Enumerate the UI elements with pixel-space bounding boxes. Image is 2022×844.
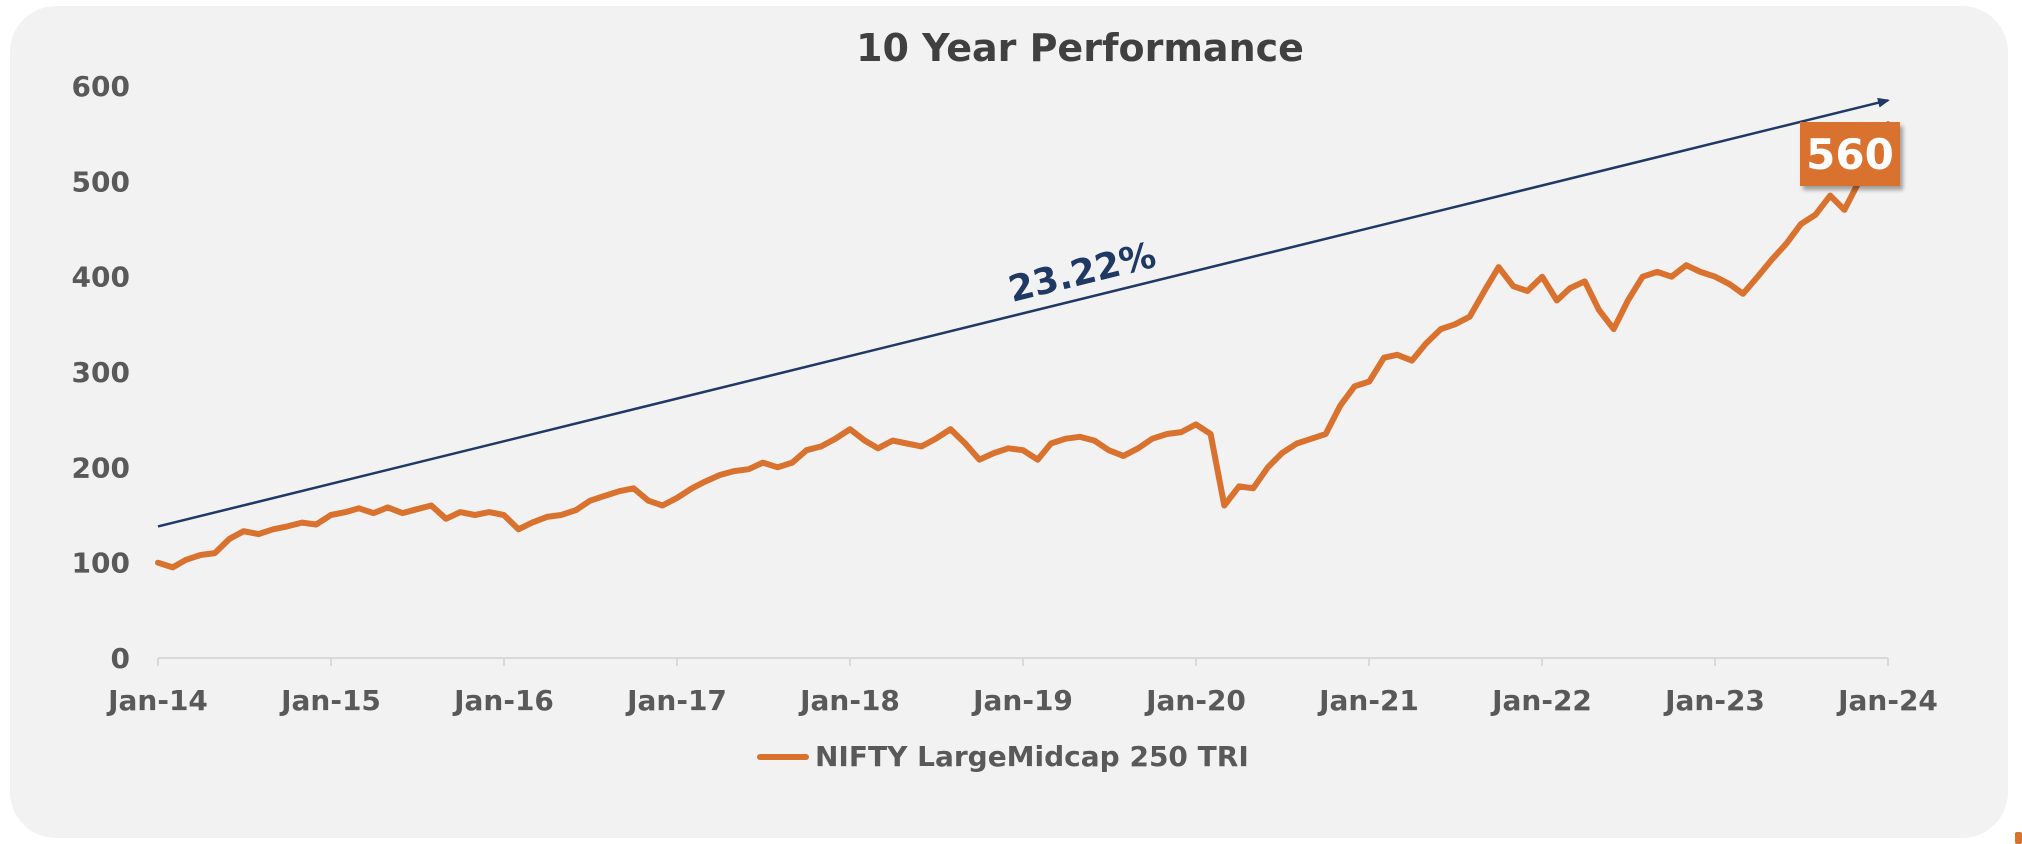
legend-label: NIFTY LargeMidcap 250 TRI <box>815 740 1249 773</box>
y-tick-label: 600 <box>72 70 130 103</box>
x-tick-label: Jan-21 <box>1317 684 1419 717</box>
trend-line <box>157 97 1890 528</box>
y-axis-ticks: 0 100 200 300 400 500 600 <box>72 70 130 675</box>
latest-value-callout: 560 <box>1800 122 1900 186</box>
x-tick-label: Jan-16 <box>452 684 554 717</box>
x-tick-label: Jan-15 <box>279 684 381 717</box>
y-tick-label: 400 <box>72 261 130 294</box>
series-line <box>155 121 1891 571</box>
chart-card <box>10 6 2008 838</box>
legend-swatch <box>757 753 809 760</box>
x-tick-label: Jan-14 <box>106 684 208 717</box>
x-axis <box>157 657 1889 666</box>
y-tick-label: 500 <box>72 165 130 198</box>
x-axis-labels: Jan-14 Jan-15 Jan-16 Jan-17 Jan-18 Jan-19 Jan-… <box>106 684 1938 717</box>
corner-mark <box>2015 832 2022 844</box>
chart-title: 10 Year Performance <box>856 26 1304 70</box>
y-tick-label: 300 <box>72 356 130 389</box>
series-lines <box>155 121 1891 571</box>
y-tick-label: 0 <box>111 642 130 675</box>
x-tick-label: Jan-20 <box>1144 684 1246 717</box>
trend-arrow: 23.22% <box>157 97 1890 528</box>
x-tick-label: Jan-23 <box>1663 684 1765 717</box>
x-tick-label: Jan-24 <box>1836 684 1938 717</box>
x-tick-label: Jan-18 <box>798 684 900 717</box>
y-tick-label: 100 <box>72 547 130 580</box>
x-tick-label: Jan-22 <box>1490 684 1592 717</box>
x-tick-label: Jan-19 <box>971 684 1073 717</box>
y-tick-label: 200 <box>72 451 130 484</box>
legend: NIFTY LargeMidcap 250 TRI <box>757 740 1249 773</box>
x-tick-label: Jan-17 <box>625 684 727 717</box>
